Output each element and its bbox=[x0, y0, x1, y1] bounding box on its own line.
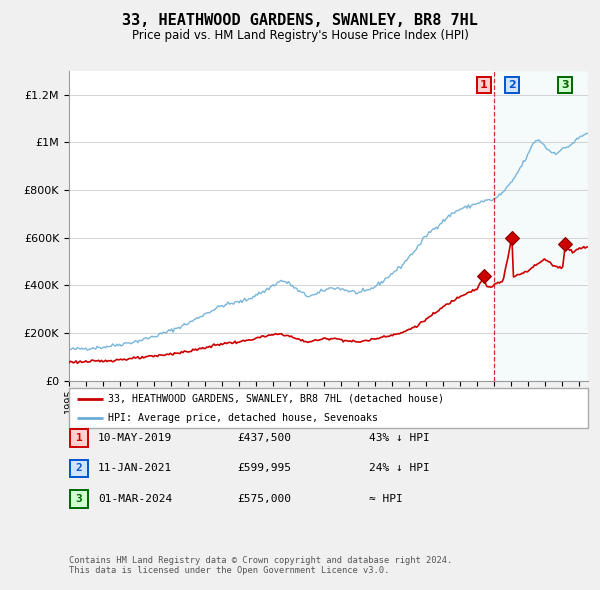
Text: £437,500: £437,500 bbox=[237, 433, 291, 442]
Text: 33, HEATHWOOD GARDENS, SWANLEY, BR8 7HL (detached house): 33, HEATHWOOD GARDENS, SWANLEY, BR8 7HL … bbox=[108, 394, 444, 404]
Text: 2: 2 bbox=[508, 80, 516, 90]
Bar bbox=[494, 71, 588, 381]
FancyBboxPatch shape bbox=[70, 460, 88, 477]
Text: 24% ↓ HPI: 24% ↓ HPI bbox=[369, 464, 430, 473]
Text: 01-MAR-2024: 01-MAR-2024 bbox=[98, 494, 172, 504]
Text: Price paid vs. HM Land Registry's House Price Index (HPI): Price paid vs. HM Land Registry's House … bbox=[131, 29, 469, 42]
Text: 43% ↓ HPI: 43% ↓ HPI bbox=[369, 433, 430, 442]
Text: 2: 2 bbox=[76, 464, 82, 473]
Text: HPI: Average price, detached house, Sevenoaks: HPI: Average price, detached house, Seve… bbox=[108, 413, 378, 422]
Text: Contains HM Land Registry data © Crown copyright and database right 2024.
This d: Contains HM Land Registry data © Crown c… bbox=[69, 556, 452, 575]
Text: 33, HEATHWOOD GARDENS, SWANLEY, BR8 7HL: 33, HEATHWOOD GARDENS, SWANLEY, BR8 7HL bbox=[122, 13, 478, 28]
Text: 11-JAN-2021: 11-JAN-2021 bbox=[98, 464, 172, 473]
FancyBboxPatch shape bbox=[70, 490, 88, 508]
Text: 3: 3 bbox=[562, 80, 569, 90]
Text: £599,995: £599,995 bbox=[237, 464, 291, 473]
Text: 1: 1 bbox=[76, 433, 82, 442]
Text: 1: 1 bbox=[479, 80, 487, 90]
Text: 3: 3 bbox=[76, 494, 82, 504]
Text: ≈ HPI: ≈ HPI bbox=[369, 494, 403, 504]
Text: 10-MAY-2019: 10-MAY-2019 bbox=[98, 433, 172, 442]
FancyBboxPatch shape bbox=[70, 429, 88, 447]
Text: £575,000: £575,000 bbox=[237, 494, 291, 504]
FancyBboxPatch shape bbox=[69, 388, 588, 428]
